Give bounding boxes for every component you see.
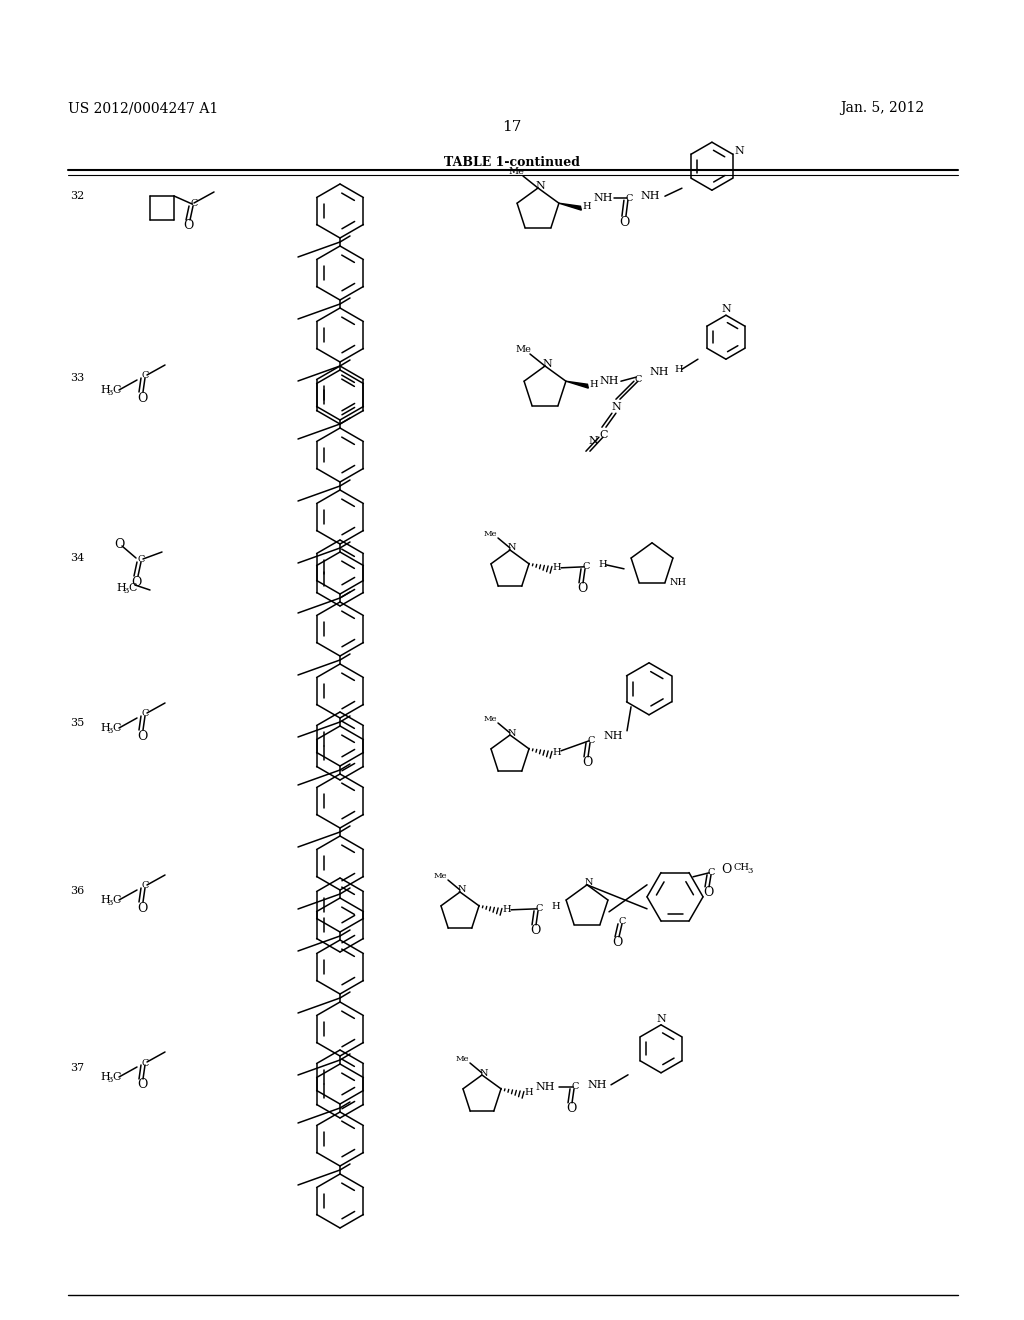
Text: C: C	[112, 723, 121, 733]
Text: C: C	[536, 904, 543, 913]
Text: N: N	[721, 304, 731, 314]
Text: 3: 3	[106, 899, 113, 907]
Text: CH: CH	[733, 863, 749, 873]
Text: 32: 32	[70, 191, 84, 201]
Text: C: C	[141, 1059, 148, 1068]
Text: C: C	[141, 710, 148, 718]
Text: C: C	[600, 430, 608, 440]
Text: O: O	[114, 537, 124, 550]
Text: N: N	[508, 544, 516, 553]
Polygon shape	[559, 203, 582, 210]
Text: Me: Me	[508, 168, 524, 177]
Text: H: H	[100, 1072, 110, 1082]
Text: C: C	[141, 882, 148, 891]
Text: N: N	[542, 359, 552, 370]
Text: N: N	[536, 181, 545, 191]
Text: N: N	[585, 878, 593, 887]
Text: C: C	[626, 194, 633, 203]
Text: C: C	[588, 737, 595, 746]
Text: C: C	[571, 1082, 579, 1092]
Text: H: H	[582, 202, 591, 211]
Text: NH: NH	[670, 578, 687, 587]
Text: N: N	[458, 886, 466, 895]
Text: 35: 35	[70, 718, 84, 729]
Text: H: H	[589, 380, 598, 388]
Text: 3: 3	[748, 867, 753, 875]
Text: O: O	[620, 215, 630, 228]
Text: C: C	[583, 562, 590, 572]
Text: NH: NH	[641, 191, 660, 201]
Text: Me: Me	[433, 873, 446, 880]
Text: C: C	[137, 556, 144, 565]
Text: Me: Me	[515, 346, 530, 355]
Text: C: C	[128, 583, 136, 593]
Text: 3: 3	[106, 1076, 113, 1084]
Text: H: H	[674, 364, 683, 374]
Text: C: C	[141, 371, 148, 380]
Text: O: O	[577, 582, 587, 595]
Text: O: O	[131, 576, 141, 589]
Text: 33: 33	[70, 374, 84, 383]
Text: NH: NH	[594, 193, 613, 203]
Text: C: C	[112, 895, 121, 906]
Text: O: O	[137, 392, 147, 404]
Text: Me: Me	[456, 1055, 469, 1063]
Text: N: N	[611, 403, 621, 412]
Text: N: N	[656, 1014, 666, 1024]
Text: C: C	[708, 869, 715, 878]
Text: O: O	[137, 902, 147, 915]
Text: O: O	[566, 1102, 577, 1115]
Text: US 2012/0004247 A1: US 2012/0004247 A1	[68, 102, 218, 115]
Text: C: C	[190, 199, 198, 209]
Text: O: O	[611, 936, 623, 949]
Text: 37: 37	[70, 1063, 84, 1073]
Text: NH: NH	[600, 376, 620, 387]
Text: 34: 34	[70, 553, 84, 564]
Text: N: N	[480, 1068, 488, 1077]
Text: C: C	[618, 917, 626, 927]
Text: O: O	[137, 1078, 147, 1092]
Text: C: C	[112, 1072, 121, 1082]
Text: Me: Me	[483, 715, 497, 723]
Text: 3: 3	[123, 587, 128, 595]
Text: H: H	[552, 564, 561, 573]
Text: N: N	[508, 729, 516, 738]
Text: N: N	[735, 145, 744, 156]
Text: NH: NH	[603, 731, 623, 741]
Text: H: H	[116, 583, 126, 593]
Text: H: H	[502, 906, 511, 915]
Text: O: O	[183, 219, 194, 232]
Text: NH: NH	[535, 1082, 555, 1092]
Text: 3: 3	[106, 727, 113, 735]
Text: H: H	[100, 723, 110, 733]
Text: H: H	[598, 560, 606, 569]
Text: O: O	[529, 924, 541, 937]
Text: H: H	[524, 1088, 532, 1097]
Text: Jan. 5, 2012: Jan. 5, 2012	[840, 102, 924, 115]
Text: C: C	[634, 375, 642, 384]
Polygon shape	[566, 381, 589, 388]
Text: H: H	[100, 385, 110, 395]
Text: 36: 36	[70, 886, 84, 896]
Text: O: O	[582, 756, 592, 770]
Text: Me: Me	[483, 531, 497, 539]
Text: NH: NH	[587, 1080, 606, 1090]
Text: C: C	[112, 385, 121, 395]
Text: NH: NH	[650, 367, 670, 378]
Text: 17: 17	[503, 120, 521, 135]
Text: 3: 3	[106, 389, 113, 397]
Text: TABLE 1-continued: TABLE 1-continued	[444, 157, 580, 169]
Text: H: H	[551, 903, 560, 911]
Text: O: O	[702, 886, 713, 899]
Text: H: H	[552, 748, 561, 758]
Text: N: N	[588, 436, 598, 446]
Text: O: O	[721, 863, 731, 876]
Text: H: H	[100, 895, 110, 906]
Text: O: O	[137, 730, 147, 742]
